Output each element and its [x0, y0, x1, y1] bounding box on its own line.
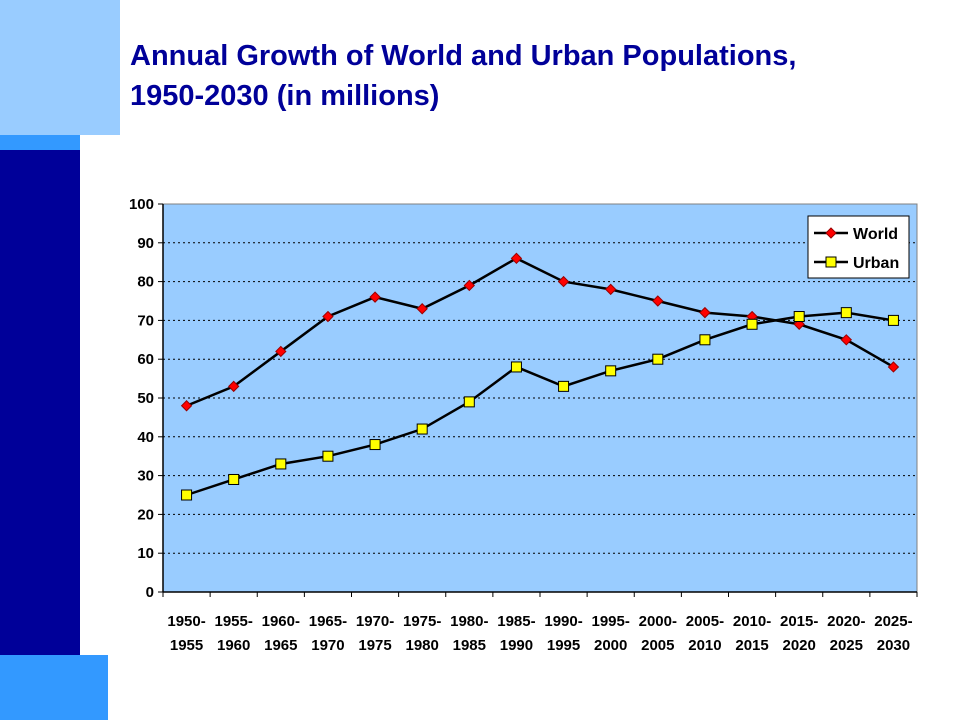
y-tick-label: 10: [137, 545, 154, 562]
urban-series-line: [186, 311, 894, 497]
x-tick-label: 1985-: [497, 613, 535, 630]
x-tick-label: 1975-: [403, 613, 441, 630]
urban-point: [699, 334, 711, 346]
y-tick-label: 40: [137, 429, 154, 446]
bottom-accent-block: [0, 655, 108, 720]
world-point: [322, 310, 334, 323]
world-point: [699, 306, 711, 319]
x-tick-label: 2020: [783, 637, 816, 654]
x-tick-label: 2010: [688, 637, 721, 654]
x-tick-label: 1970: [311, 637, 344, 654]
urban-point: [369, 439, 381, 451]
legend-box: [807, 215, 910, 279]
world-point: [275, 345, 287, 358]
slide-title: Annual Growth of World and Urban Populat…: [130, 36, 930, 116]
urban-point: [181, 489, 193, 501]
world-point: [369, 291, 381, 303]
y-tick-label: 80: [137, 274, 154, 291]
urban-point: [463, 396, 475, 408]
x-tick-label: 2005: [641, 637, 674, 654]
x-tick-label: 2000-: [639, 613, 677, 630]
title-line-1: Annual Growth of World and Urban Populat…: [130, 40, 797, 72]
urban-point: [510, 361, 522, 373]
x-tick-label: 1990-: [544, 613, 582, 630]
legend-world-label: World: [853, 226, 898, 243]
world-point: [652, 295, 664, 307]
urban-point: [228, 473, 240, 485]
y-tick-label: 50: [137, 390, 154, 407]
title-line-2: 1950-2030 (in millions): [130, 80, 440, 112]
urban-point: [840, 307, 852, 319]
world-point: [463, 279, 476, 292]
x-tick-label: 1960-: [262, 613, 300, 630]
x-tick-label: 2020-: [827, 613, 865, 630]
world-point: [180, 400, 193, 412]
y-tick-label: 30: [137, 468, 154, 485]
x-tick-label: 1960: [217, 637, 250, 654]
x-tick-label: 1955: [170, 637, 203, 654]
urban-point: [605, 365, 617, 377]
x-tick-label: 2000: [594, 637, 627, 654]
urban-point: [887, 314, 899, 326]
x-tick-label: 1965: [264, 637, 297, 654]
y-tick-label: 0: [146, 584, 154, 601]
x-tick-label: 1990: [500, 637, 533, 654]
world-point: [416, 303, 428, 315]
urban-point: [322, 450, 334, 462]
x-tick-label: 2025-: [874, 613, 912, 630]
x-tick-label: 1955-: [215, 613, 253, 630]
top-accent-block: [0, 0, 120, 135]
x-tick-label: 2015-: [780, 613, 818, 630]
x-tick-label: 2030: [877, 637, 910, 654]
legend-urban-marker: [825, 256, 837, 268]
x-tick-label: 1980: [406, 637, 439, 654]
urban-point: [793, 311, 805, 323]
x-tick-label: 2015: [735, 637, 768, 654]
world-point: [604, 283, 617, 296]
x-tick-label: 1995: [547, 637, 580, 654]
urban-point: [558, 380, 570, 392]
urban-point: [746, 318, 758, 330]
legend-urban-label: Urban: [853, 255, 899, 272]
x-tick-label: 1980-: [450, 613, 488, 630]
y-tick-label: 20: [137, 506, 154, 523]
world-point: [840, 334, 853, 346]
x-tick-label: 2010-: [733, 613, 771, 630]
x-tick-label: 1950-: [167, 613, 205, 630]
y-tick-label: 100: [129, 196, 154, 213]
x-tick-label: 1985: [453, 637, 486, 654]
y-tick-label: 70: [137, 312, 154, 329]
world-point: [887, 361, 900, 373]
x-tick-label: 2025: [830, 637, 863, 654]
legend-world-marker: [825, 227, 837, 239]
world-point: [227, 380, 240, 393]
x-tick-label: 1970-: [356, 613, 394, 630]
urban-point: [275, 458, 287, 470]
top-accent-edge: [0, 135, 80, 150]
world-point: [557, 275, 570, 288]
x-tick-label: 1995-: [592, 613, 630, 630]
x-tick-label: 2005-: [686, 613, 724, 630]
y-tick-label: 60: [137, 351, 154, 368]
x-tick-label: 1965-: [309, 613, 347, 630]
x-tick-label: 1975: [358, 637, 391, 654]
urban-point: [652, 353, 664, 365]
urban-point: [416, 423, 428, 435]
y-tick-label: 90: [137, 235, 154, 252]
world-point: [510, 252, 523, 265]
